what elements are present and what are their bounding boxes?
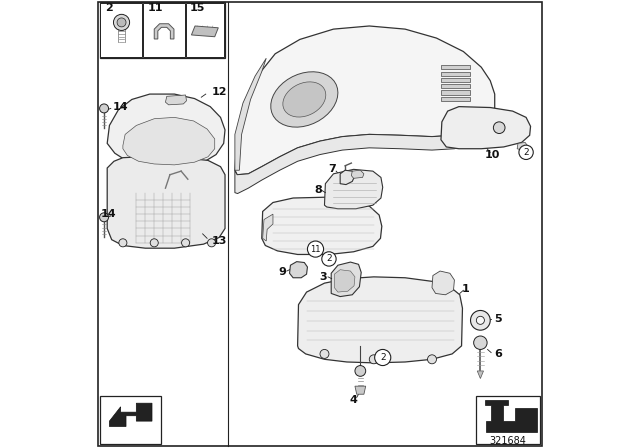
Polygon shape (332, 262, 361, 297)
Circle shape (474, 336, 487, 349)
Polygon shape (235, 26, 495, 175)
Text: 2: 2 (380, 353, 385, 362)
Text: 14: 14 (100, 209, 116, 219)
Circle shape (428, 355, 436, 364)
Polygon shape (109, 403, 152, 426)
Bar (441, 78, 470, 82)
Text: 3: 3 (320, 272, 328, 282)
Polygon shape (432, 271, 454, 295)
Circle shape (470, 310, 490, 330)
Polygon shape (477, 371, 484, 379)
Circle shape (369, 355, 378, 364)
Circle shape (113, 14, 130, 30)
Bar (100, 396, 161, 444)
Circle shape (322, 252, 336, 266)
Text: 4: 4 (349, 395, 357, 405)
Circle shape (493, 122, 505, 134)
Circle shape (320, 349, 329, 358)
Circle shape (119, 239, 127, 247)
Text: 11: 11 (310, 245, 321, 254)
Circle shape (150, 239, 158, 247)
Polygon shape (334, 270, 355, 292)
Circle shape (519, 145, 533, 159)
Polygon shape (154, 24, 174, 39)
Polygon shape (289, 262, 307, 278)
Bar (186, 3, 224, 57)
Bar (100, 3, 142, 57)
Polygon shape (340, 170, 355, 185)
Polygon shape (191, 26, 218, 37)
Text: 11: 11 (148, 3, 163, 13)
Text: 1: 1 (461, 284, 470, 294)
Bar (476, 396, 540, 444)
Polygon shape (298, 277, 463, 363)
Bar (441, 65, 470, 69)
Circle shape (100, 104, 109, 113)
Text: 2: 2 (105, 3, 113, 13)
Bar (441, 72, 470, 76)
Circle shape (476, 316, 484, 324)
Polygon shape (283, 82, 326, 117)
Circle shape (117, 18, 126, 27)
Text: 2: 2 (524, 148, 529, 157)
Text: 15: 15 (190, 3, 205, 13)
Text: 8: 8 (314, 185, 322, 195)
Polygon shape (517, 142, 529, 150)
Text: 7: 7 (329, 164, 337, 174)
Circle shape (355, 366, 365, 376)
Circle shape (207, 239, 216, 247)
Polygon shape (123, 117, 215, 165)
Polygon shape (355, 386, 365, 394)
Circle shape (307, 241, 324, 257)
Polygon shape (262, 197, 382, 254)
Bar (100, 2, 225, 58)
Text: 12: 12 (212, 87, 227, 97)
Polygon shape (108, 157, 225, 248)
Polygon shape (485, 400, 538, 432)
Circle shape (182, 239, 189, 247)
Polygon shape (108, 94, 225, 168)
Text: 13: 13 (212, 236, 227, 246)
Polygon shape (235, 58, 266, 170)
Circle shape (374, 349, 391, 366)
Polygon shape (441, 107, 531, 149)
Polygon shape (262, 214, 273, 241)
Text: 6: 6 (494, 349, 502, 359)
Text: 14: 14 (113, 102, 129, 112)
Bar (441, 90, 470, 95)
Text: 5: 5 (494, 314, 502, 324)
Bar (441, 84, 470, 88)
Circle shape (100, 213, 109, 222)
Polygon shape (235, 130, 475, 194)
Polygon shape (324, 169, 383, 209)
Text: 2: 2 (326, 254, 332, 263)
Polygon shape (351, 170, 364, 178)
Bar (441, 97, 470, 101)
Polygon shape (165, 95, 186, 105)
Bar (143, 3, 185, 57)
Text: 321684: 321684 (490, 436, 527, 446)
Text: 10: 10 (484, 150, 500, 160)
Polygon shape (271, 72, 338, 127)
Text: 9: 9 (278, 267, 286, 277)
